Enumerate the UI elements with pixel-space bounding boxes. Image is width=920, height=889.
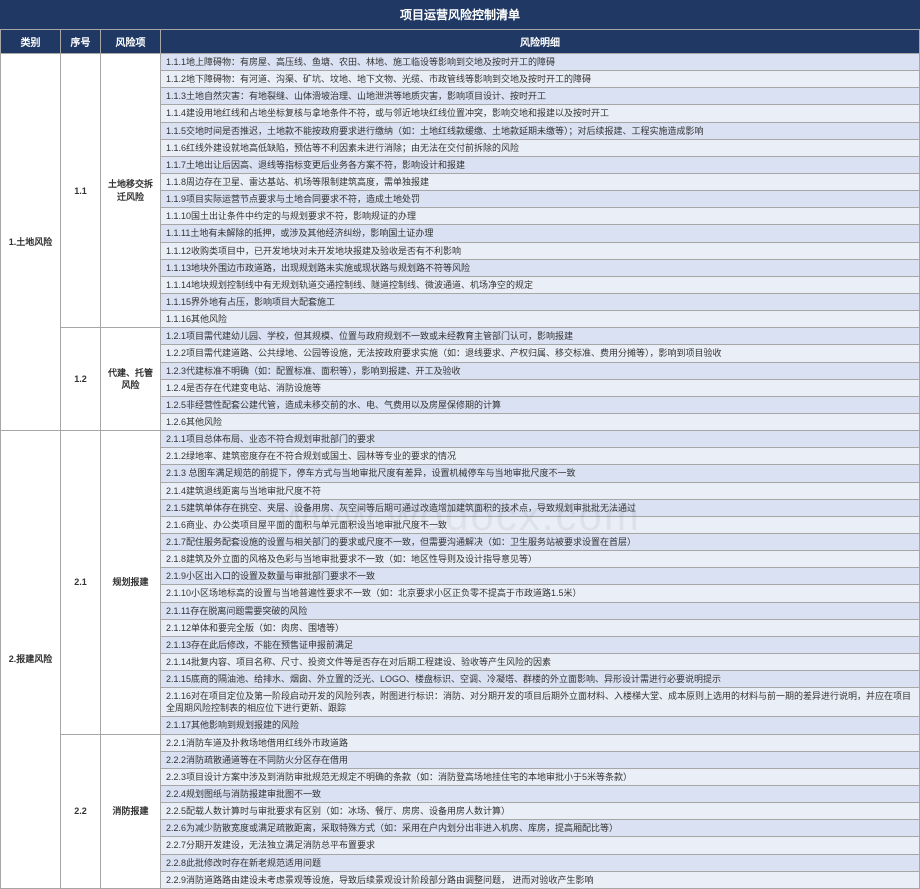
detail-cell: 2.2.4规划图纸与消防报建审批图不一致 [161,786,920,803]
detail-cell: 1.1.16其他风险 [161,311,920,328]
detail-cell: 2.1.8建筑及外立面的风格及色彩与当地审批要求不一致（如：地区性导则及设计指导… [161,551,920,568]
detail-cell: 1.1.14地块规划控制线中有无规划轨道交通控制线、隧道控制线、微波通道、机场净… [161,276,920,293]
detail-cell: 1.1.2地下障碍物：有河道、沟渠、矿坑、坟地、地下文物、光缆、市政管线等影响到… [161,71,920,88]
detail-cell: 2.1.7配住服务配套设施的设置与相关部门的要求或尺度不一致，但需要沟通解决（如… [161,533,920,550]
th-seq: 序号 [61,30,101,54]
detail-cell: 1.1.13地块外围边市政道路，出现规划路未实施或现状路与规划路不符等风险 [161,259,920,276]
detail-cell: 2.1.9小区出入口的设置及数量与审批部门要求不一致 [161,568,920,585]
detail-cell: 1.2.1项目需代建幼儿园、学校，但其规模、位置与政府规划不一致或未经教育主管部… [161,328,920,345]
detail-cell: 1.1.8周边存在卫星、雷达基站、机场等限制建筑高度，需单独报建 [161,173,920,190]
seq-cell: 2.1 [61,431,101,735]
detail-cell: 1.2.5非经营性配套公建代管，造成未移交前的水、电、气费用以及房屋保修期的计算 [161,396,920,413]
detail-cell: 1.2.6其他风险 [161,413,920,430]
th-category: 类别 [1,30,61,54]
detail-cell: 2.1.1项目总体布局、业态不符合规划审批部门的要求 [161,431,920,448]
detail-cell: 2.1.6商业、办公类项目屋平面的面积与单元面积设当地审批尺度不一致 [161,516,920,533]
detail-cell: 2.1.17其他影响到规划报建的风险 [161,717,920,734]
detail-cell: 2.1.4建筑退线距离与当地审批尺度不符 [161,482,920,499]
detail-cell: 1.1.5交地时间是否推迟，土地款不能按政府要求进行缴纳（如：土地红线款缓缴、土… [161,122,920,139]
detail-cell: 2.2.6为减少防散宽度或满足疏散距离，采取特殊方式（如：采用在户内划分出非进入… [161,820,920,837]
detail-cell: 2.1.2绿地率、建筑密度存在不符合规划或国土、园林等专业的要求的情况 [161,448,920,465]
table-title: 项目运营风险控制清单 [0,0,920,29]
detail-cell: 1.1.12收购类项目中，已开发地块对未开发地块报建及验收是否有不利影响 [161,242,920,259]
detail-cell: 1.2.4是否存在代建变电站、消防设施等 [161,379,920,396]
detail-cell: 2.1.5建筑单体存在挑空、夹层、设备用房、灰空间等后期可通过改造增加建筑面积的… [161,499,920,516]
detail-cell: 2.1.15底商的隔油池、给排水、烟囱、外立置的泛光、LOGO、楼盘标识、空调、… [161,671,920,688]
detail-cell: 2.2.7分期开发建设，无法独立满足消防总平布置要求 [161,837,920,854]
detail-cell: 2.1.16对在项目定位及第一阶段启动开发的风险列表，附图进行标识：消防、对分期… [161,688,920,717]
detail-cell: 2.2.2消防疏散通道等在不同防火分区存在借用 [161,751,920,768]
detail-cell: 2.2.1消防车道及扑救场地借用红线外市政道路 [161,734,920,751]
detail-cell: 1.1.3土地自然灾害：有地裂缝、山体滑坡治理、山地泄洪等地质灾害，影响项目设计… [161,88,920,105]
detail-cell: 2.1.11存在脱离问题需要突破的风险 [161,602,920,619]
detail-cell: 2.2.5配载人数计算时与审批要求有区别（如：冰场、餐厅、房房、设备用房人数计算… [161,803,920,820]
detail-cell: 1.2.2项目需代建道路、公共绿地、公园等设施，无法按政府要求实施（如：退线要求… [161,345,920,362]
detail-cell: 1.1.9项目实际运营节点要求与土地合同要求不符，造成土地处罚 [161,191,920,208]
detail-cell: 1.1.1地上障碍物：有房屋、高压线、鱼塘、农田、林地、施工临设等影响到交地及按… [161,54,920,71]
category-cell: 1.土地风险 [1,54,61,431]
risk-cell: 规划报建 [101,431,161,735]
detail-cell: 2.1.10小区场地标高的设置与当地普遍性要求不一致（如：北京要求小区正负零不提… [161,585,920,602]
detail-cell: 1.1.4建设用地红线和占地坐标复核与拿地条件不符，或与邻近地块红线位置冲突，影… [161,105,920,122]
seq-cell: 1.2 [61,328,101,431]
risk-cell: 代建、托管风险 [101,328,161,431]
seq-cell: 2.2 [61,734,101,888]
detail-cell: 2.1.3 总图车满足规范的前提下，停车方式与当地审批尺度有差异，设置机械停车与… [161,465,920,482]
detail-cell: 1.1.7土地出让后因高、退线等指标变更后业务各方案不符，影响设计和报建 [161,156,920,173]
detail-cell: 1.1.11土地有未解除的抵押，或涉及其他经济纠纷，影响国土证办理 [161,225,920,242]
th-risk: 风险项 [101,30,161,54]
risk-cell: 消防报建 [101,734,161,888]
detail-cell: 1.1.15界外地有占压，影响项目大配套施工 [161,293,920,310]
detail-cell: 2.2.8此批修改时存在新老规范适用问题 [161,854,920,871]
detail-cell: 2.2.9消防道路路由建设未考虑景观等设施，导致后续景观设计阶段部分路由调整问题… [161,871,920,888]
seq-cell: 1.1 [61,54,101,328]
detail-cell: 1.1.10国土出让条件中约定的与规划要求不符，影响规证的办理 [161,208,920,225]
risk-cell: 土地移交拆迁风险 [101,54,161,328]
detail-cell: 2.1.12单体和要完全版（如：肉房、围墙等） [161,619,920,636]
category-cell: 2.报建风险 [1,431,61,889]
detail-cell: 1.2.3代建标准不明确（如：配置标准、面积等），影响到报建、开工及验收 [161,362,920,379]
th-detail: 风险明细 [161,30,920,54]
detail-cell: 2.1.14批复内容、项目名称、尺寸、投资文件等是否存在对后期工程建设、验收等产… [161,653,920,670]
detail-cell: 2.2.3项目设计方案中涉及到消防审批规范无规定不明确的条款（如：消防登高场地挂… [161,768,920,785]
risk-table: 类别 序号 风险项 风险明细 1.土地风险1.1土地移交拆迁风险1.1.1地上障… [0,29,920,889]
detail-cell: 1.1.6红线外建设就地高低缺陷，预估等不利因素未进行消除；由无法在交付前拆除的… [161,139,920,156]
